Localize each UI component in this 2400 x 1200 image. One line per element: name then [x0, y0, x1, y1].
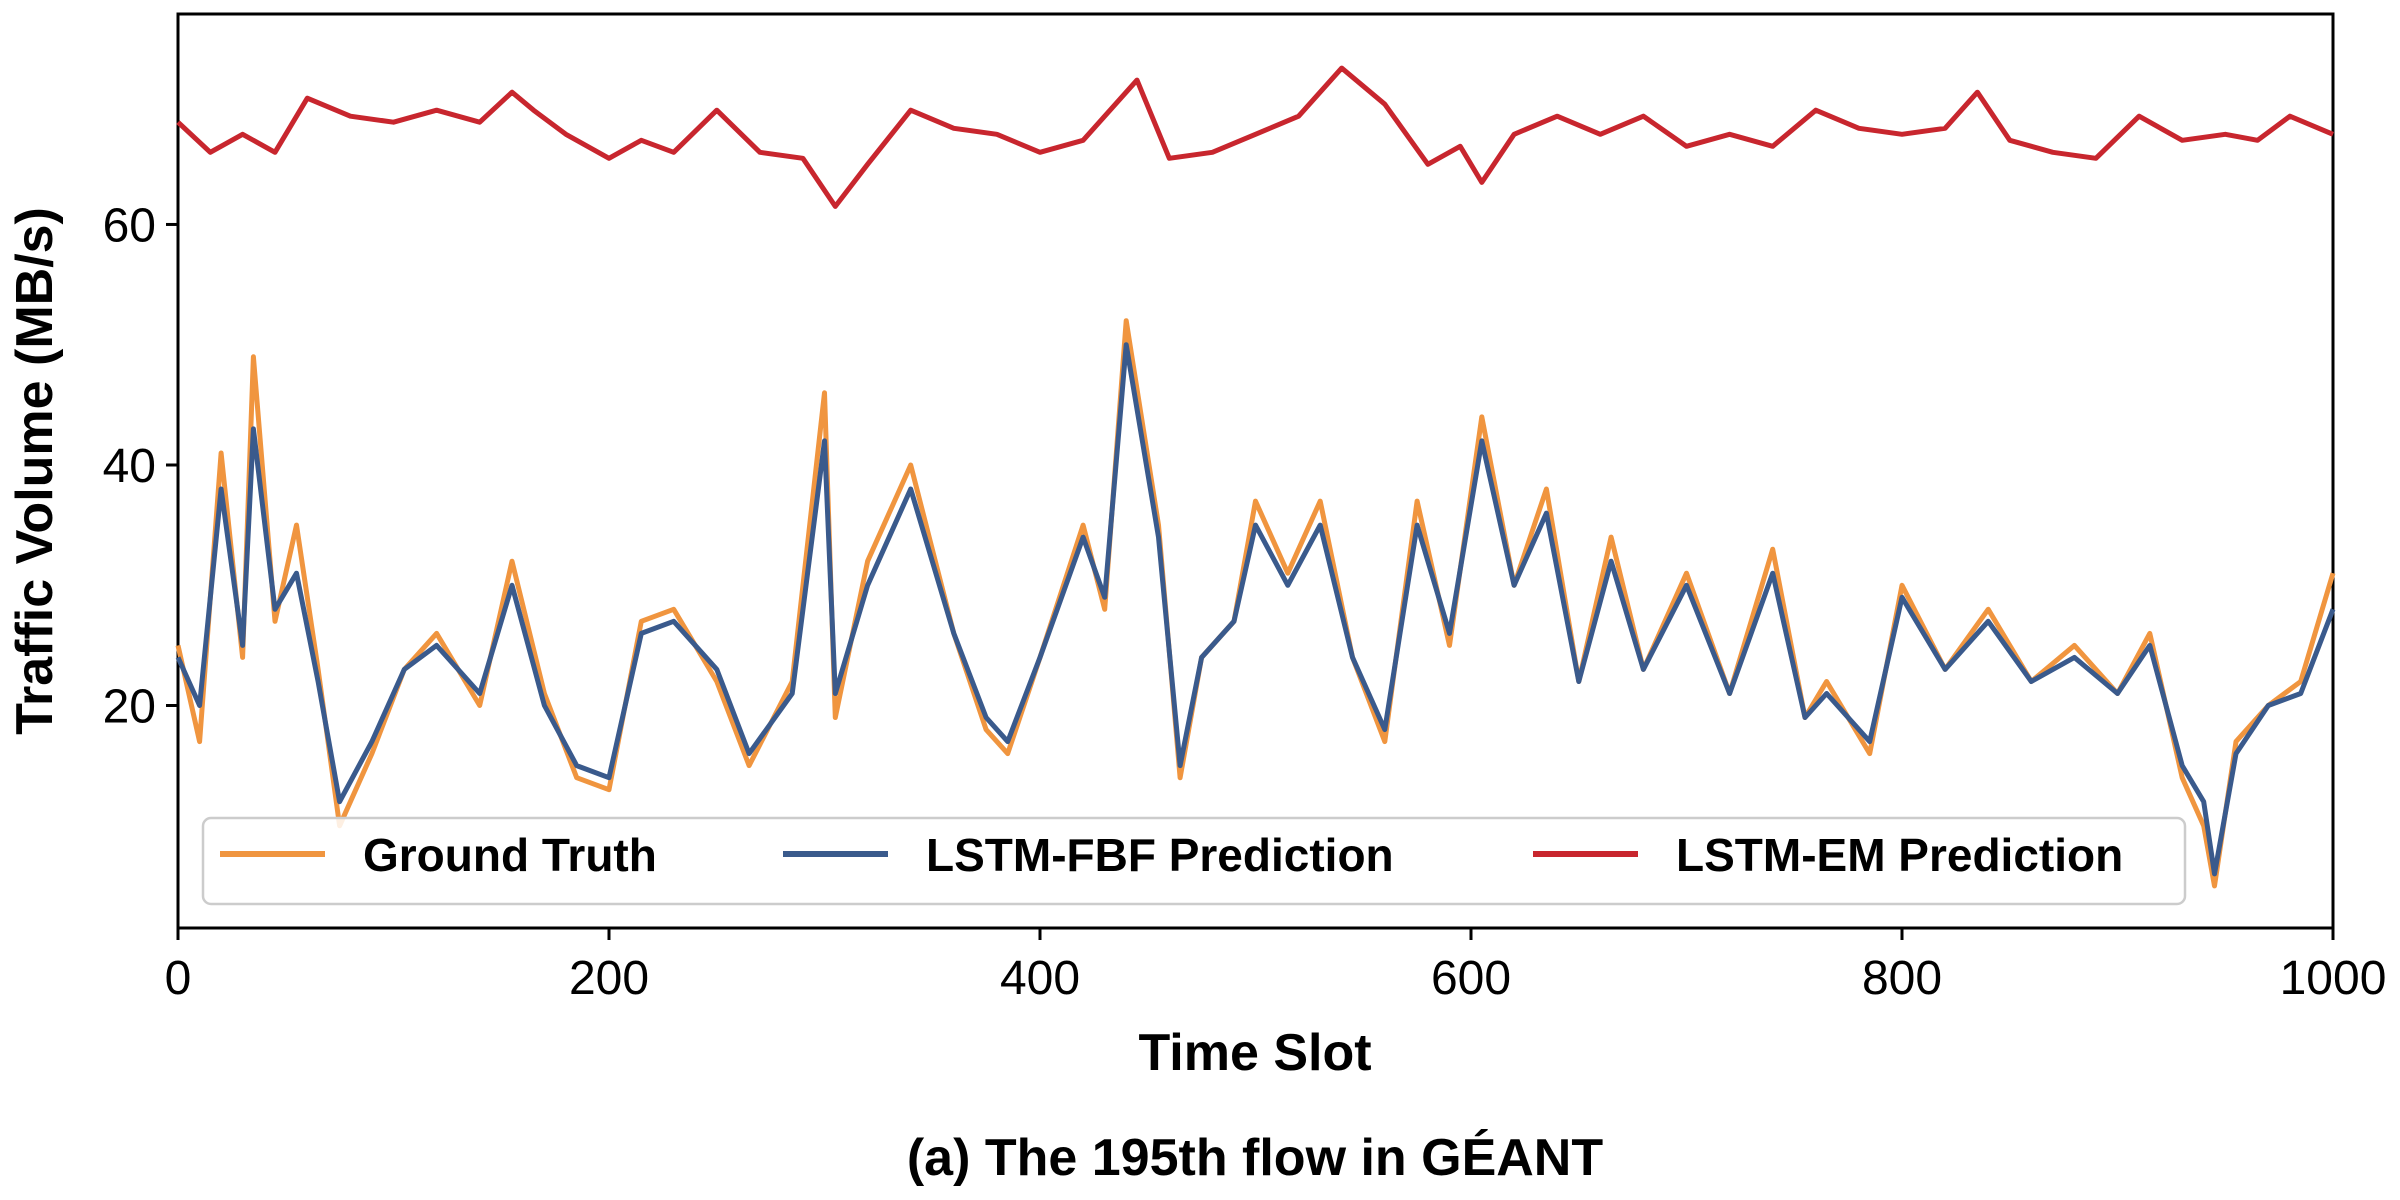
x-axis-title: Time Slot [1138, 1024, 1371, 1082]
x-tick-label: 800 [1862, 952, 1942, 1005]
plot-frame [176, 12, 2335, 930]
legend-label-lstm-em: LSTM-EM Prediction [1676, 829, 2123, 881]
legend: Ground Truth LSTM-FBF Prediction LSTM-EM… [201, 816, 2187, 906]
y-tick-label: 20 [103, 681, 156, 734]
series-line-ground-truth [175, 318, 2336, 889]
y-axis-title: Traffic Volume (MB/s) [6, 207, 64, 735]
series-line-lstm-em [176, 65, 2334, 209]
series-layer [175, 65, 2336, 889]
legend-label-ground-truth: Ground Truth [363, 829, 657, 881]
legend-box [201, 816, 2187, 906]
x-tick-label: 0 [165, 952, 192, 1005]
series-line-lstm-fbf [175, 342, 2336, 877]
figure-caption: (a) The 195th flow in GÉANT [907, 1129, 1603, 1187]
x-tick-label: 400 [1000, 952, 1080, 1005]
x-tick-label: 200 [569, 952, 649, 1005]
y-tick-label: 60 [103, 199, 156, 252]
legend-label-lstm-fbf: LSTM-FBF Prediction [926, 829, 1394, 881]
x-tick-label: 1000 [2280, 952, 2387, 1005]
x-axis-ticks: 0 200 400 600 800 1000 [165, 928, 2387, 1005]
y-axis-ticks: 20 40 60 [103, 199, 178, 734]
y-tick-label: 40 [103, 440, 156, 493]
x-tick-label: 600 [1431, 952, 1511, 1005]
